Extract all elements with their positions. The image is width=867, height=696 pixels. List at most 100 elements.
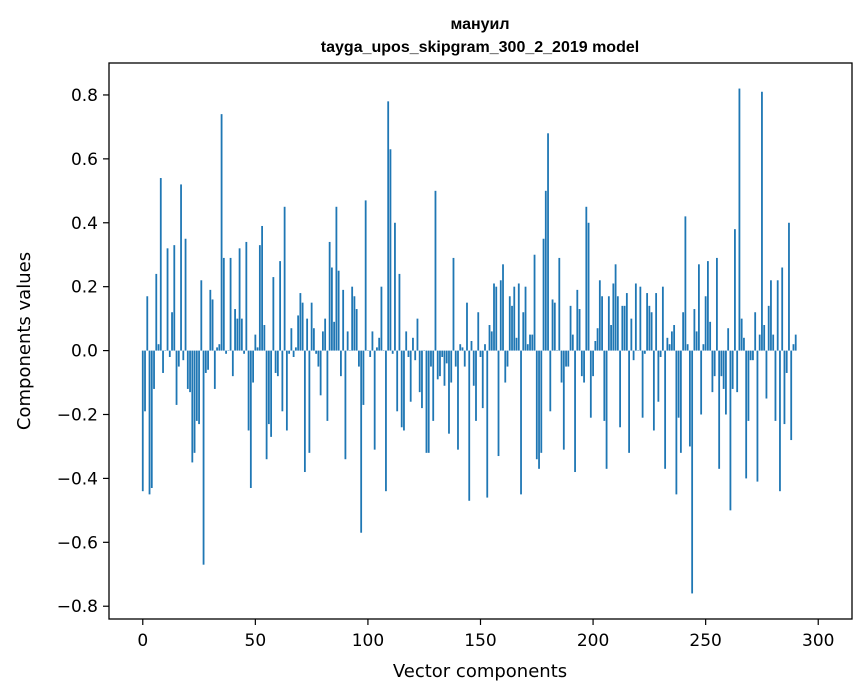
- bar: [619, 350, 621, 428]
- bar: [288, 350, 291, 354]
- bar: [283, 206, 286, 351]
- bar: [574, 350, 576, 473]
- bar: [740, 318, 743, 351]
- bar: [146, 296, 149, 351]
- bar: [281, 350, 284, 412]
- bar: [344, 350, 347, 460]
- bar: [486, 350, 489, 498]
- bar: [677, 350, 680, 418]
- bar: [738, 88, 741, 351]
- bar: [484, 344, 486, 351]
- bar: [596, 328, 599, 351]
- bar: [247, 350, 250, 431]
- bar: [736, 350, 739, 393]
- bar: [306, 318, 309, 351]
- bar: [607, 296, 610, 351]
- bar: [477, 312, 480, 351]
- bar: [718, 350, 721, 469]
- bar: [745, 350, 748, 479]
- bar: [364, 200, 367, 351]
- bar: [770, 280, 772, 351]
- bar: [535, 350, 538, 460]
- bar: [285, 350, 288, 431]
- bar: [675, 350, 678, 495]
- x-tick-label: 150: [464, 631, 496, 651]
- bar: [589, 350, 592, 418]
- bar: [594, 341, 597, 351]
- bar: [308, 350, 311, 453]
- bar: [340, 350, 342, 377]
- bar: [553, 302, 556, 351]
- bar: [754, 312, 757, 351]
- bar: [331, 267, 333, 351]
- bar: [734, 229, 736, 351]
- bar: [409, 350, 412, 402]
- bar: [445, 350, 448, 364]
- y-tick-label: −0.2: [57, 405, 98, 425]
- bar: [531, 334, 534, 351]
- bar: [189, 350, 191, 393]
- bar: [547, 133, 549, 351]
- bar: [276, 350, 279, 377]
- x-tick-label: 250: [689, 631, 721, 651]
- bar: [725, 350, 727, 415]
- bar: [628, 350, 630, 453]
- bar: [317, 350, 320, 367]
- bar: [360, 350, 363, 533]
- bar: [378, 337, 381, 351]
- bar: [358, 350, 360, 367]
- y-tick-label: −0.4: [57, 469, 98, 489]
- bar: [551, 299, 554, 351]
- bar: [790, 350, 793, 441]
- bar: [722, 350, 725, 389]
- bar: [504, 350, 507, 383]
- bar: [263, 325, 266, 351]
- bar: [542, 238, 545, 351]
- bar: [695, 331, 698, 351]
- y-tick-label: 0.6: [71, 150, 98, 170]
- y-tick-label: 0.8: [71, 86, 98, 106]
- bar: [668, 344, 671, 351]
- bar: [544, 190, 547, 351]
- bar: [673, 325, 676, 351]
- y-tick-label: −0.6: [57, 533, 98, 553]
- bar: [502, 264, 504, 351]
- bar: [216, 347, 218, 351]
- bar: [679, 350, 682, 453]
- bar: [333, 321, 336, 351]
- bar: [495, 286, 498, 351]
- bar: [180, 184, 182, 351]
- bar: [162, 350, 164, 373]
- bar: [522, 312, 525, 351]
- bar: [655, 293, 658, 351]
- bar: [580, 350, 583, 377]
- bar: [621, 305, 624, 351]
- bar: [414, 350, 417, 361]
- bar: [168, 350, 171, 357]
- bar: [432, 350, 435, 421]
- bar: [475, 350, 477, 421]
- bar: [670, 331, 673, 351]
- bar: [430, 350, 432, 367]
- bar: [380, 286, 383, 351]
- bar: [267, 350, 270, 425]
- bar: [650, 312, 653, 351]
- bar: [184, 238, 187, 351]
- bar: [511, 305, 513, 351]
- y-tick-label: 0.0: [71, 342, 98, 362]
- bar: [252, 350, 254, 383]
- bar: [578, 309, 581, 351]
- bar: [657, 350, 660, 402]
- bar: [513, 286, 516, 351]
- bar: [225, 350, 227, 354]
- bar: [207, 350, 209, 370]
- bar: [272, 277, 275, 351]
- bar: [788, 222, 790, 351]
- bar: [279, 261, 282, 351]
- bar: [376, 347, 378, 351]
- y-axis-ticks: 0.8 0.6 0.4 0.2 0.0 −0.2 −0.4 −0.6 −0.8: [57, 86, 109, 617]
- y-tick-label: 0.4: [71, 214, 98, 234]
- bar: [508, 296, 511, 351]
- bar: [472, 350, 475, 386]
